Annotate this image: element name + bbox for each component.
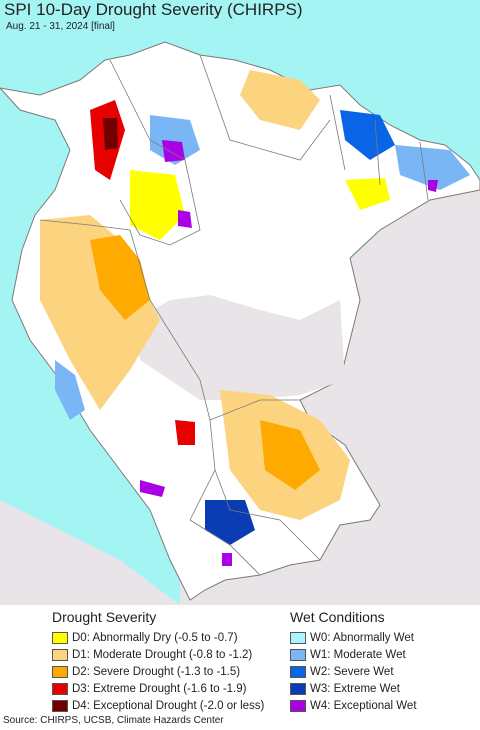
legend-drought-heading: Drought Severity xyxy=(52,609,157,625)
w2-patch-suriname xyxy=(340,110,395,160)
amazon-gap xyxy=(135,295,345,400)
legend-item-d2: D2: Severe Drought (-1.3 to -1.5) xyxy=(52,663,264,680)
w4-patch-colombia xyxy=(178,210,192,228)
w1-patch-venezuela xyxy=(150,115,200,165)
swatch-d2 xyxy=(52,665,68,678)
legend: Drought Severity D0: Abnormally Dry (-0.… xyxy=(0,609,480,712)
map-title: SPI 10-Day Drought Severity (CHIRPS) xyxy=(4,0,303,19)
w1-patch-coast xyxy=(55,360,85,420)
swatch-d3 xyxy=(52,682,68,695)
legend-label-d0: D0: Abnormally Dry (-0.5 to -0.7) xyxy=(72,631,238,644)
map-subtitle: Aug. 21 - 31, 2024 [final] xyxy=(6,21,115,32)
w1-patch-guiana xyxy=(395,145,470,190)
d0-patch-guyana xyxy=(345,178,390,210)
w4-patch-peru-coast xyxy=(140,480,165,497)
d3-patch-peru xyxy=(175,420,195,445)
legend-item-d1: D1: Moderate Drought (-0.8 to -1.2) xyxy=(52,646,264,663)
d2-patch-peru xyxy=(90,235,150,320)
legend-item-w3: W3: Extreme Wet xyxy=(290,680,417,697)
legend-item-d0: D0: Abnormally Dry (-0.5 to -0.7) xyxy=(52,629,264,646)
swatch-w4 xyxy=(290,699,306,712)
d4-patch-colombia xyxy=(103,118,118,150)
legend-drought: Drought Severity D0: Abnormally Dry (-0.… xyxy=(52,609,264,714)
legend-wet: Wet Conditions W0: Abnormally Wet W1: Mo… xyxy=(290,609,417,714)
d0-patch-colombia xyxy=(130,170,185,240)
w4-patch-guiana xyxy=(428,180,438,192)
w4-patch-chile xyxy=(222,553,232,566)
swatch-w2 xyxy=(290,665,306,678)
legend-label-d1: D1: Moderate Drought (-0.8 to -1.2) xyxy=(72,648,253,661)
legend-label-d4: D4: Exceptional Drought (-2.0 or less) xyxy=(72,699,265,712)
swatch-d4 xyxy=(52,699,68,712)
legend-label-w2: W2: Severe Wet xyxy=(310,665,394,678)
swatch-d0 xyxy=(52,631,68,644)
legend-item-w1: W1: Moderate Wet xyxy=(290,646,417,663)
legend-wet-heading: Wet Conditions xyxy=(290,609,385,625)
swatch-w1 xyxy=(290,648,306,661)
legend-label-w3: W3: Extreme Wet xyxy=(310,682,400,695)
legend-label-w1: W1: Moderate Wet xyxy=(310,648,406,661)
legend-item-w2: W2: Severe Wet xyxy=(290,663,417,680)
swatch-w3 xyxy=(290,682,306,695)
w4-patch-venezuela xyxy=(162,140,185,162)
legend-label-d3: D3: Extreme Drought (-1.6 to -1.9) xyxy=(72,682,247,695)
drought-map: SPI 10-Day Drought Severity (CHIRPS) Aug… xyxy=(0,0,480,605)
legend-label-d2: D2: Severe Drought (-1.3 to -1.5) xyxy=(72,665,241,678)
swatch-w0 xyxy=(290,631,306,644)
legend-item-w0: W0: Abnormally Wet xyxy=(290,629,417,646)
legend-item-w4: W4: Exceptional Wet xyxy=(290,697,417,714)
legend-item-d4: D4: Exceptional Drought (-2.0 or less) xyxy=(52,697,264,714)
legend-label-w0: W0: Abnormally Wet xyxy=(310,631,414,644)
source-credit: Source: CHIRPS, UCSB, Climate Hazards Ce… xyxy=(3,715,224,726)
outside-region-sw xyxy=(0,500,180,605)
swatch-d1 xyxy=(52,648,68,661)
d2-patch-bolivia xyxy=(260,420,320,490)
legend-item-d3: D3: Extreme Drought (-1.6 to -1.9) xyxy=(52,680,264,697)
w3-patch-bolivia xyxy=(205,500,255,545)
country-borders xyxy=(39,54,429,576)
legend-label-w4: W4: Exceptional Wet xyxy=(310,699,417,712)
d1-patch-venezuela xyxy=(240,70,320,130)
